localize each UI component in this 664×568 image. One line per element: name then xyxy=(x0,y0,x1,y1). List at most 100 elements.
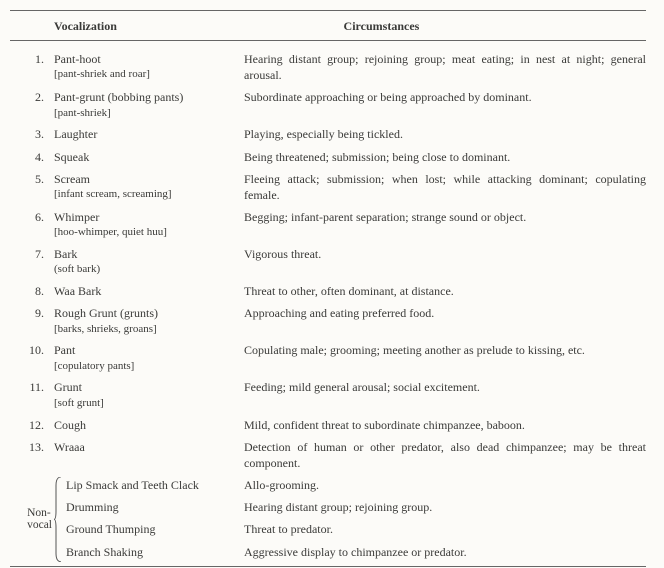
circumstances-cell: Being threatened; submission; being clos… xyxy=(244,149,646,165)
vocalization-sub: [soft grunt] xyxy=(54,396,236,411)
vocalization-name: Pant xyxy=(54,342,236,358)
nonvocal-label-line: Non- xyxy=(27,507,51,519)
circumstances-cell: Hearing distant group; rejoining group. xyxy=(244,499,646,515)
vocalization-cell: Bark (soft bark) xyxy=(54,246,244,277)
nonvocal-rows: Lip Smack and Teeth Clack Allo-grooming.… xyxy=(66,477,646,562)
circumstances-cell: Aggressive display to chimpanzee or pred… xyxy=(244,544,646,560)
table-row: Ground Thumping Threat to predator. xyxy=(66,521,646,537)
vocalization-cell: Pant [copulatory pants] xyxy=(54,342,244,373)
vocalization-cell: Grunt [soft grunt] xyxy=(54,379,244,410)
vocalization-table: Vocalization Circumstances 1. Pant-hoot … xyxy=(0,0,664,568)
table-row: Branch Shaking Aggressive display to chi… xyxy=(66,544,646,560)
table-header: Vocalization Circumstances xyxy=(10,15,646,40)
row-number: 7. xyxy=(10,246,54,262)
row-number: 11. xyxy=(10,379,54,395)
circumstances-cell: Hearing distant group; rejoining group; … xyxy=(244,51,646,83)
vocalization-name: Grunt xyxy=(54,379,236,395)
vocalization-name: Laughter xyxy=(54,126,236,142)
vocalization-sub: [infant scream, screaming] xyxy=(54,187,236,202)
vocalization-cell: Laughter xyxy=(54,126,244,142)
circumstances-cell: Copulating male; grooming; meeting anoth… xyxy=(244,342,646,358)
table-row: 7. Bark (soft bark) Vigorous threat. xyxy=(10,246,646,277)
table-row: 1. Pant-hoot [pant-shriek and roar] Hear… xyxy=(10,51,646,83)
vocalization-name: Whimper xyxy=(54,209,236,225)
row-number: 10. xyxy=(10,342,54,358)
nonvocal-block: Non- vocal Lip Smack and Teeth Clack All… xyxy=(10,477,646,562)
table-row: 12. Cough Mild, confident threat to subo… xyxy=(10,417,646,433)
circumstances-cell: Playing, especially being tickled. xyxy=(244,126,646,142)
vocalization-name: Pant-grunt (bobbing pants) xyxy=(54,89,236,105)
table-row: 6. Whimper [hoo-whimper, quiet huu] Begg… xyxy=(10,209,646,240)
vocalization-name: Cough xyxy=(54,417,236,433)
vocalization-cell: Squeak xyxy=(54,149,244,165)
nonvocal-label: Non- vocal xyxy=(27,507,52,532)
vocalization-cell: Ground Thumping xyxy=(66,521,244,537)
circumstances-cell: Fleeing attack; submission; when lost; w… xyxy=(244,171,646,203)
row-number: 1. xyxy=(10,51,54,67)
header-rule xyxy=(10,40,646,41)
vocalization-cell: Scream [infant scream, screaming] xyxy=(54,171,244,202)
circumstances-cell: Vigorous threat. xyxy=(244,246,646,262)
vocalization-name: Squeak xyxy=(54,149,236,165)
vocalization-cell: Wraaa xyxy=(54,439,244,455)
nonvocal-label-line: vocal xyxy=(27,519,52,531)
row-number: 6. xyxy=(10,209,54,225)
circumstances-cell: Threat to predator. xyxy=(244,521,646,537)
vocalization-name: Bark xyxy=(54,246,236,262)
vocalization-sub: [copulatory pants] xyxy=(54,359,236,374)
table-row: 10. Pant [copulatory pants] Copulating m… xyxy=(10,342,646,373)
vocalization-name: Pant-hoot xyxy=(54,51,236,67)
vocalization-name: Rough Grunt (grunts) xyxy=(54,305,236,321)
table-row: 3. Laughter Playing, especially being ti… xyxy=(10,126,646,142)
circumstances-cell: Detection of human or other predator, al… xyxy=(244,439,646,471)
vocalization-cell: Branch Shaking xyxy=(66,544,244,560)
row-number: 12. xyxy=(10,417,54,433)
circumstances-cell: Allo-grooming. xyxy=(244,477,646,493)
vocalization-cell: Pant-grunt (bobbing pants) [pant-shriek] xyxy=(54,89,244,120)
vocalization-cell: Rough Grunt (grunts) [barks, shrieks, gr… xyxy=(54,305,244,336)
circumstances-cell: Subordinate approaching or being approac… xyxy=(244,89,646,105)
table-row: Drumming Hearing distant group; rejoinin… xyxy=(66,499,646,515)
bottom-rule xyxy=(10,566,646,567)
vocalization-cell: Pant-hoot [pant-shriek and roar] xyxy=(54,51,244,82)
vocalization-sub: [pant-shriek] xyxy=(54,106,236,121)
circumstances-cell: Approaching and eating preferred food. xyxy=(244,305,646,321)
circumstances-cell: Begging; infant-parent separation; stran… xyxy=(244,209,646,225)
table-row: 11. Grunt [soft grunt] Feeding; mild gen… xyxy=(10,379,646,410)
row-number: 5. xyxy=(10,171,54,187)
table-row: 4. Squeak Being threatened; submission; … xyxy=(10,149,646,165)
vocalization-sub: (soft bark) xyxy=(54,262,236,277)
vocalization-sub: [pant-shriek and roar] xyxy=(54,67,236,82)
top-rule xyxy=(10,10,646,11)
vocalization-name: Waa Bark xyxy=(54,283,236,299)
circumstances-cell: Feeding; mild general arousal; social ex… xyxy=(244,379,646,395)
nonvocal-label-col: Non- vocal xyxy=(10,477,54,562)
brace-icon xyxy=(54,477,62,562)
table-body: 1. Pant-hoot [pant-shriek and roar] Hear… xyxy=(10,45,646,562)
table-row: 8. Waa Bark Threat to other, often domin… xyxy=(10,283,646,299)
table-row: Lip Smack and Teeth Clack Allo-grooming. xyxy=(66,477,646,493)
row-number: 8. xyxy=(10,283,54,299)
vocalization-name: Wraaa xyxy=(54,439,236,455)
header-circumstances: Circumstances xyxy=(117,19,646,34)
vocalization-sub: [barks, shrieks, groans] xyxy=(54,322,236,337)
vocalization-sub: [hoo-whimper, quiet huu] xyxy=(54,225,236,240)
vocalization-cell: Waa Bark xyxy=(54,283,244,299)
table-row: 9. Rough Grunt (grunts) [barks, shrieks,… xyxy=(10,305,646,336)
row-number: 4. xyxy=(10,149,54,165)
vocalization-cell: Lip Smack and Teeth Clack xyxy=(66,477,244,493)
row-number: 3. xyxy=(10,126,54,142)
header-vocalization: Vocalization xyxy=(10,19,117,34)
vocalization-name: Scream xyxy=(54,171,236,187)
row-number: 2. xyxy=(10,89,54,105)
row-number: 9. xyxy=(10,305,54,321)
circumstances-cell: Threat to other, often dominant, at dist… xyxy=(244,283,646,299)
row-number: 13. xyxy=(10,439,54,455)
vocalization-cell: Whimper [hoo-whimper, quiet huu] xyxy=(54,209,244,240)
vocalization-cell: Drumming xyxy=(66,499,244,515)
table-row: 13. Wraaa Detection of human or other pr… xyxy=(10,439,646,471)
vocalization-cell: Cough xyxy=(54,417,244,433)
circumstances-cell: Mild, confident threat to subordinate ch… xyxy=(244,417,646,433)
table-row: 2. Pant-grunt (bobbing pants) [pant-shri… xyxy=(10,89,646,120)
table-row: 5. Scream [infant scream, screaming] Fle… xyxy=(10,171,646,203)
